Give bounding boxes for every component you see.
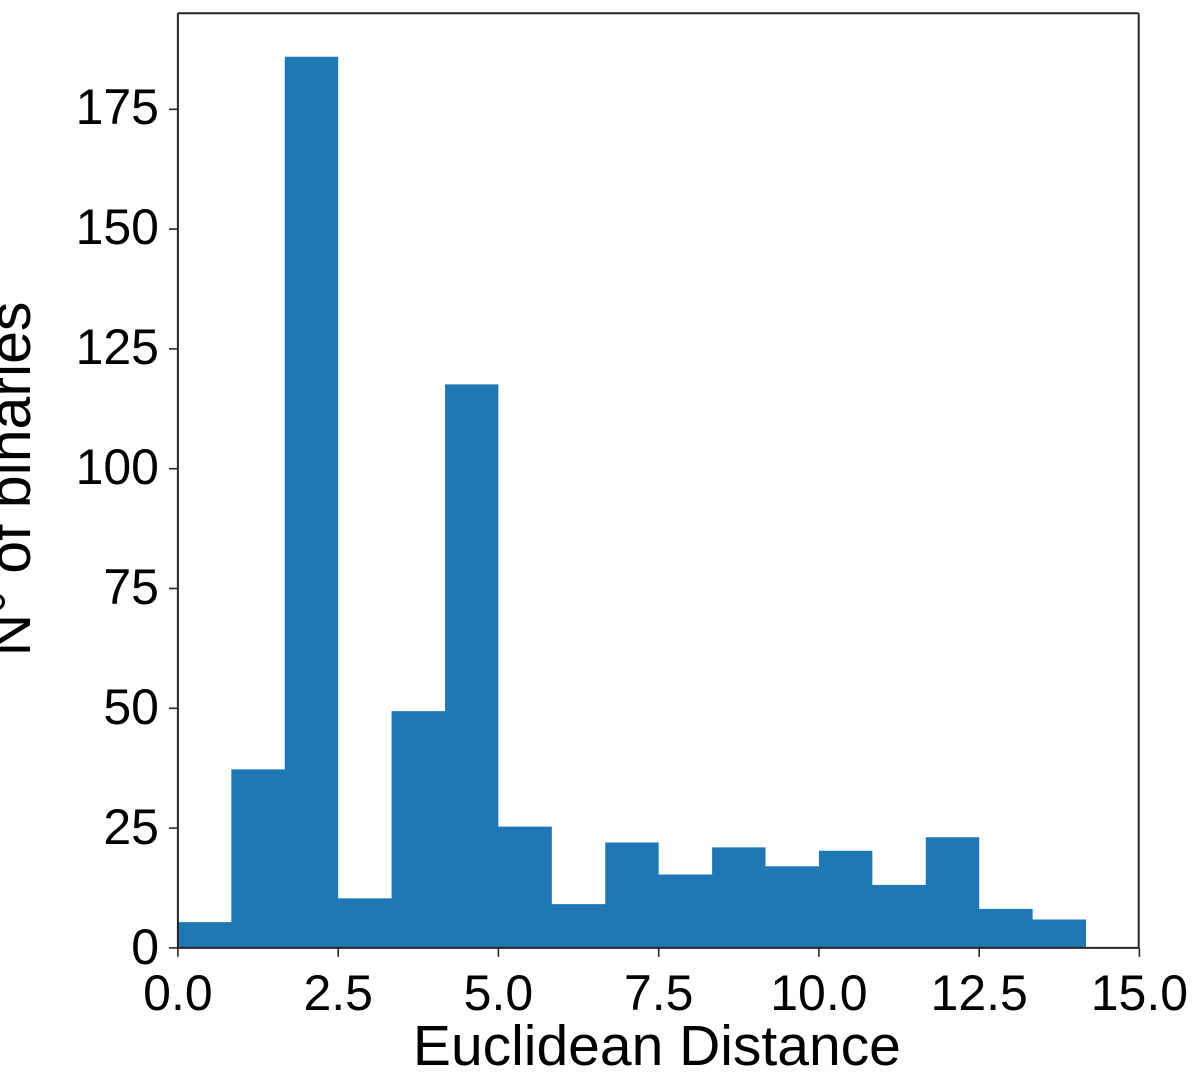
svg-text:150: 150 [76,199,159,255]
svg-text:50: 50 [103,679,159,735]
svg-text:12.5: 12.5 [931,965,1028,1021]
svg-text:25: 25 [103,799,159,855]
svg-text:0.0: 0.0 [143,965,213,1021]
svg-text:5.0: 5.0 [464,965,534,1021]
svg-text:75: 75 [103,559,159,615]
svg-text:100: 100 [76,439,159,495]
svg-text:2.5: 2.5 [303,965,373,1021]
svg-text:10.0: 10.0 [770,965,867,1021]
svg-text:125: 125 [76,319,159,375]
svg-text:7.5: 7.5 [624,965,694,1021]
svg-text:175: 175 [76,79,159,135]
svg-text:Euclidean Distance: Euclidean Distance [413,1014,901,1078]
svg-text:15.0: 15.0 [1091,965,1188,1021]
svg-text:N° of binaries: N° of binaries [0,302,43,657]
